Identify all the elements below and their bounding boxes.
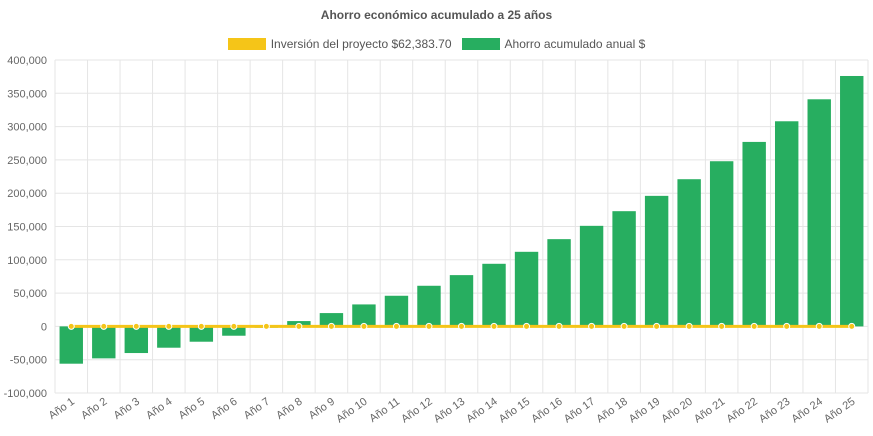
bar xyxy=(352,304,376,327)
line-point xyxy=(230,322,238,330)
x-tick-label: Año 1 xyxy=(47,396,77,422)
bar xyxy=(417,285,441,327)
bar xyxy=(124,326,149,354)
x-tick-label: Año 19 xyxy=(627,396,662,426)
legend: Inversión del proyecto $62,383.70 Ahorro… xyxy=(0,37,873,51)
x-tick-label: Año 4 xyxy=(144,396,174,422)
bar xyxy=(579,225,604,327)
bar xyxy=(807,99,831,327)
bar xyxy=(59,326,83,364)
bar xyxy=(319,313,344,327)
line-point xyxy=(685,322,693,330)
bar xyxy=(644,195,669,327)
x-tick-label: Año 12 xyxy=(399,396,434,426)
bar xyxy=(612,211,636,327)
legend-swatch-savings xyxy=(461,38,500,50)
line-point xyxy=(295,322,303,330)
bar xyxy=(677,179,701,327)
legend-item-savings[interactable]: Ahorro acumulado anual $ xyxy=(461,37,646,51)
x-tick-label: Año 25 xyxy=(822,396,857,426)
x-tick-label: Año 7 xyxy=(242,396,272,422)
bar xyxy=(547,239,571,327)
line-point xyxy=(848,322,856,330)
y-tick-label: 200,000 xyxy=(7,188,47,200)
line-point xyxy=(783,322,791,330)
line-point xyxy=(100,322,108,330)
bar xyxy=(742,141,766,327)
x-tick-label: Año 6 xyxy=(209,396,239,422)
x-tick-label: Año 21 xyxy=(692,396,727,426)
bar xyxy=(774,121,799,327)
legend-label-savings: Ahorro acumulado anual $ xyxy=(504,37,646,51)
y-tick-label: -100,000 xyxy=(4,388,47,400)
x-tick-label: Año 18 xyxy=(594,396,629,426)
line-point xyxy=(165,322,173,330)
bar xyxy=(157,326,181,348)
x-tick-label: Año 5 xyxy=(177,396,207,422)
y-tick-label: -50,000 xyxy=(10,355,47,367)
x-tick-label: Año 14 xyxy=(464,396,499,426)
y-tick-label: 100,000 xyxy=(7,255,47,267)
x-tick-label: Año 3 xyxy=(112,396,142,422)
line-point xyxy=(262,322,270,330)
line-point xyxy=(588,322,596,330)
bar xyxy=(384,295,409,327)
line-point xyxy=(197,322,205,330)
y-tick-label: 0 xyxy=(41,321,47,333)
x-tick-label: Año 9 xyxy=(307,396,337,422)
bar xyxy=(709,161,734,327)
bar xyxy=(92,326,116,359)
line-point xyxy=(718,322,726,330)
line-point xyxy=(67,322,75,330)
x-tick-label: Año 13 xyxy=(432,396,467,426)
line-point xyxy=(750,322,758,330)
x-tick-label: Año 10 xyxy=(334,396,369,426)
bar xyxy=(189,326,214,342)
bar xyxy=(222,326,246,336)
bar xyxy=(449,275,474,327)
line-point xyxy=(490,322,498,330)
x-tick-label: Año 17 xyxy=(562,396,597,426)
y-tick-label: 400,000 xyxy=(7,55,47,67)
y-tick-label: 350,000 xyxy=(7,88,47,100)
y-tick-label: 250,000 xyxy=(7,155,47,167)
y-tick-label: 150,000 xyxy=(7,222,47,234)
y-tick-label: 50,000 xyxy=(13,288,47,300)
line-point xyxy=(653,322,661,330)
legend-item-investment[interactable]: Inversión del proyecto $62,383.70 xyxy=(227,37,452,51)
chart-title: Ahorro económico acumulado a 25 años xyxy=(320,8,553,22)
x-tick-label: Año 11 xyxy=(367,396,402,425)
line-point xyxy=(620,322,628,330)
line-point xyxy=(327,322,335,330)
x-tick-label: Año 2 xyxy=(79,396,109,422)
x-tick-label: Año 22 xyxy=(724,396,759,426)
bar xyxy=(514,251,539,327)
x-tick-label: Año 23 xyxy=(757,396,792,426)
line-point xyxy=(360,322,368,330)
bar xyxy=(840,75,864,327)
x-tick-label: Año 20 xyxy=(659,396,694,426)
line-point xyxy=(523,322,531,330)
legend-label-investment: Inversión del proyecto $62,383.70 xyxy=(270,37,452,51)
y-tick-label: 300,000 xyxy=(7,122,47,134)
line-point xyxy=(132,322,140,330)
x-tick-label: Año 24 xyxy=(789,396,824,426)
legend-swatch-investment xyxy=(227,38,266,50)
x-tick-label: Año 15 xyxy=(497,396,532,426)
x-tick-label: Año 16 xyxy=(529,396,564,426)
line-point xyxy=(458,322,465,330)
line-point xyxy=(425,322,433,330)
line-point xyxy=(815,322,823,330)
line-point xyxy=(555,322,563,330)
x-tick-label: Año 8 xyxy=(274,396,304,422)
line-point xyxy=(392,322,400,330)
bar xyxy=(482,263,506,327)
